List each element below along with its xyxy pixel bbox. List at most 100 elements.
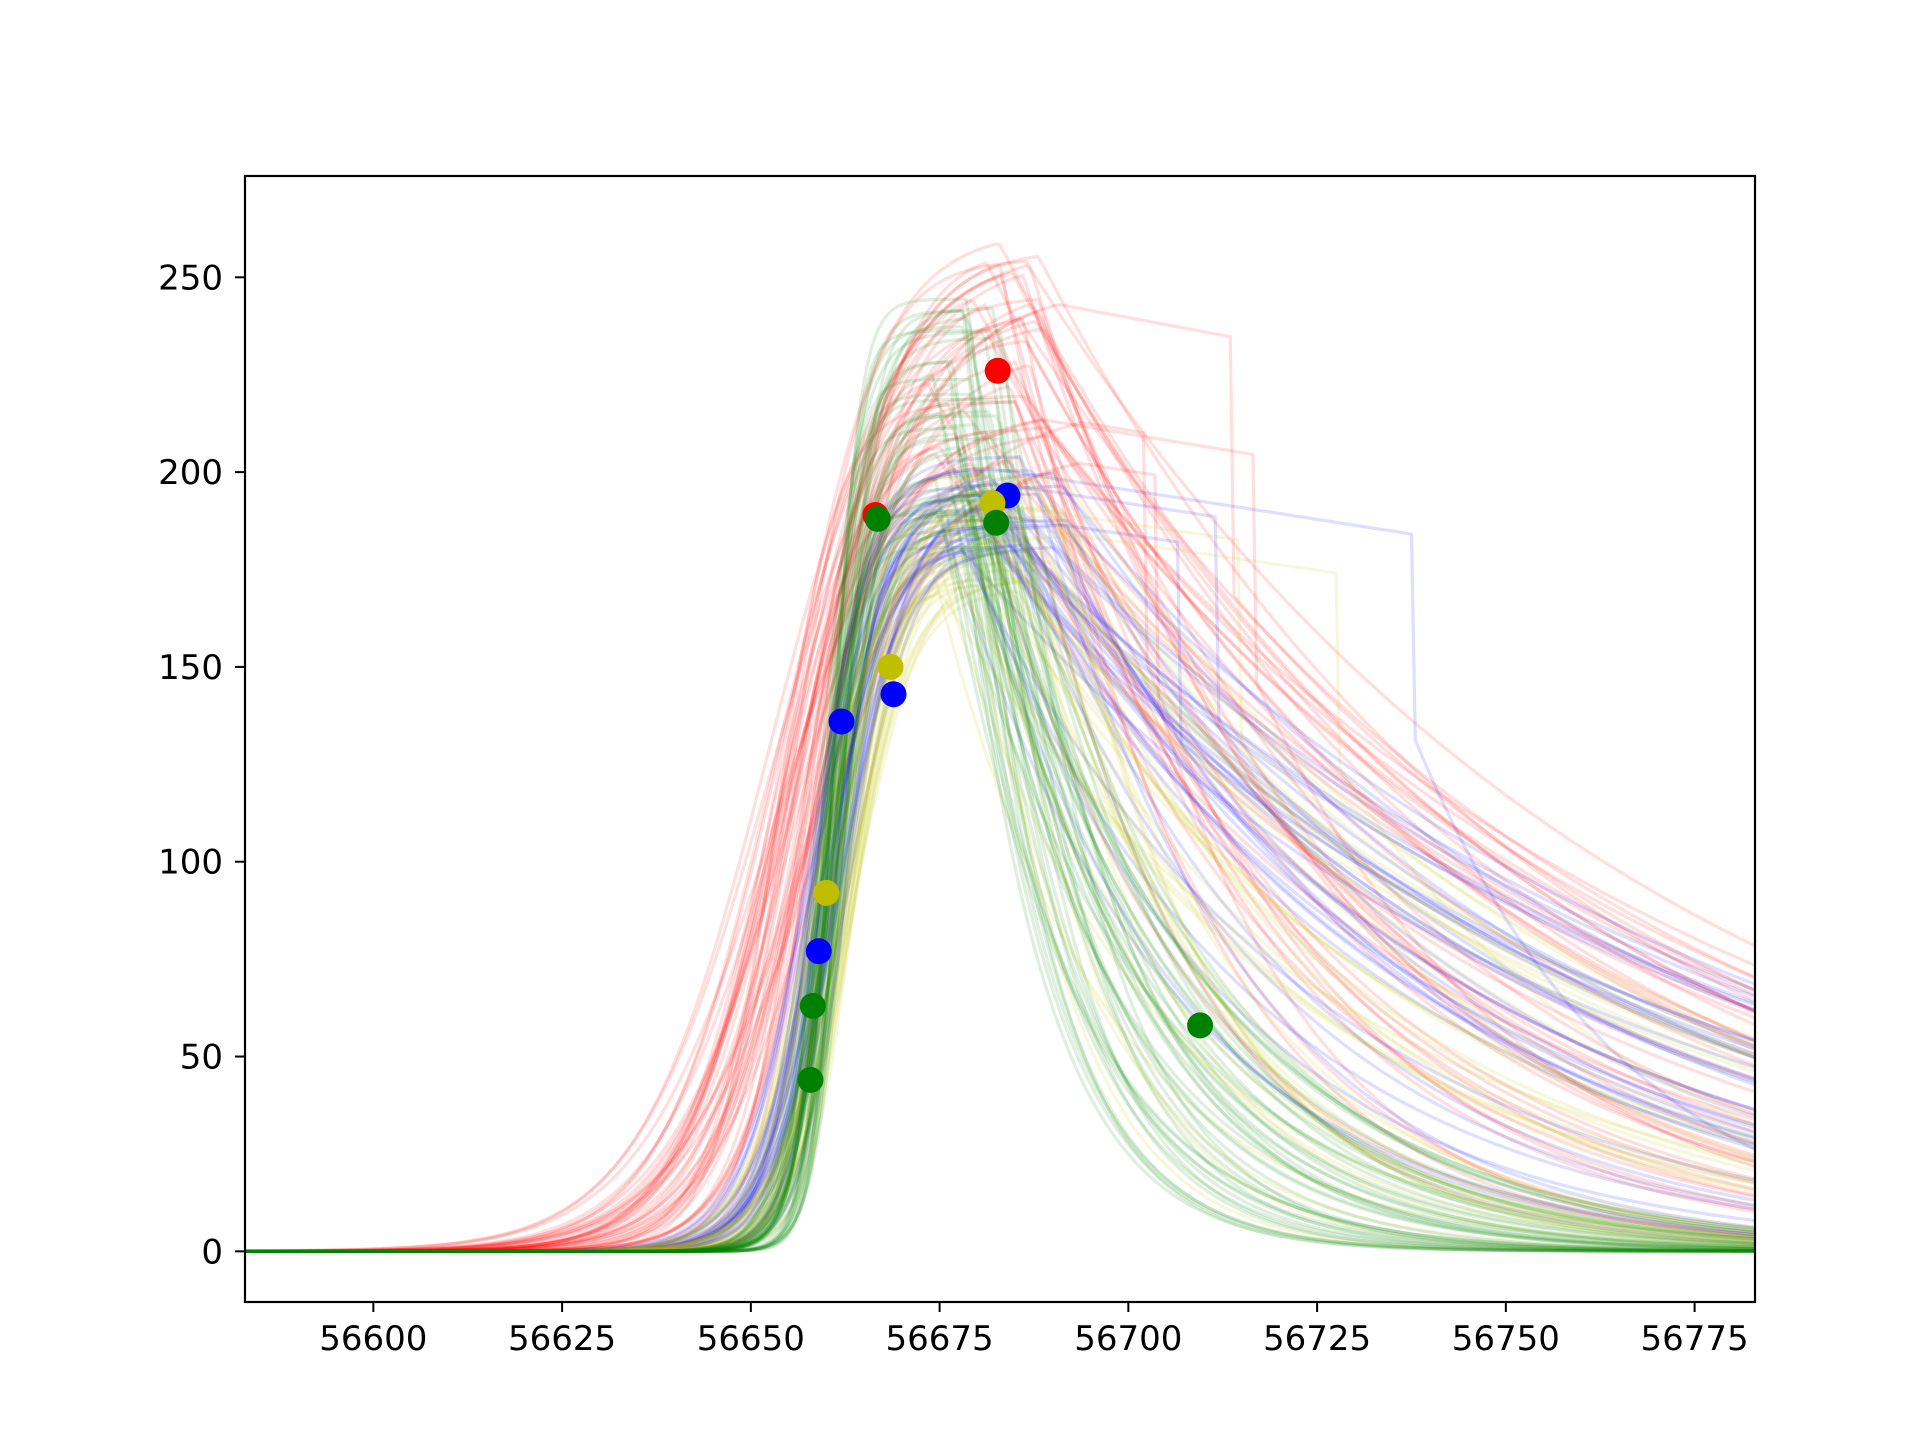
model-curve-series-4 [245,426,1755,1253]
model-curve-series-1 [245,327,1755,1253]
model-curve-series-4 [245,410,1755,1253]
data-point-g [864,505,891,532]
y-tick-label: 200 [158,453,223,493]
model-curve-series-4 [245,493,1755,1253]
model-curve-series-1 [245,408,1755,1253]
model-curve-series-3 [245,532,1755,1253]
model-curve-series-1 [245,261,1755,1253]
model-curve-series-1 [245,317,1755,1253]
model-curve-series-3 [245,514,1755,1253]
model-curve-series-2 [245,546,1755,1253]
model-curve-series-4 [245,309,1755,1253]
data-point-b [805,938,832,965]
model-curve-series-4 [245,382,1755,1253]
model-curve-series-4 [245,414,1755,1253]
y-tick-label: 250 [158,258,223,298]
model-curve-series-4 [245,509,1755,1253]
model-curve-series-1 [245,303,1755,1253]
x-tick-label: 56750 [1452,1319,1560,1359]
model-curve-series-3 [245,538,1755,1253]
x-tick-label: 56775 [1641,1319,1749,1359]
model-curve-series-4 [245,529,1755,1253]
model-curve-series-4 [245,511,1755,1253]
model-curve-series-4 [245,373,1755,1253]
model-curve-series-2 [245,497,1755,1253]
model-curve-series-3 [245,552,1755,1253]
model-curve-series-1 [245,453,1755,1253]
model-curve-series-4 [245,545,1755,1253]
model-curve-series-3 [245,556,1755,1253]
model-curve-series-3 [245,556,1755,1253]
model-curve-series-2 [245,469,1755,1253]
y-tick-label: 50 [180,1038,223,1078]
model-curve-series-4 [245,306,1755,1253]
model-curve-series-2 [245,532,1755,1253]
data-point-b [880,681,907,708]
data-point-y [979,490,1006,517]
model-curve-series-4 [245,397,1755,1253]
model-curve-series-3 [245,566,1755,1253]
model-curve-series-4 [245,487,1755,1253]
model-curve-series-3 [245,575,1755,1253]
model-curve-series-3 [245,515,1755,1253]
model-curve-series-3 [245,475,1755,1253]
model-curve-series-1 [245,394,1755,1253]
model-curve-series-4 [245,330,1755,1253]
model-curve-series-1 [245,455,1755,1253]
model-curve-series-1 [245,264,1755,1253]
model-curve-series-3 [245,590,1755,1253]
y-axis: 0 50 100 150 200 250 [158,258,245,1272]
data-point-b [828,708,855,735]
model-curve-series-3 [245,579,1755,1253]
model-curve-series-4 [245,547,1755,1253]
model-curve-series-4 [245,437,1755,1253]
model-curve-series-4 [245,532,1755,1253]
model-curve-series-1 [245,400,1755,1253]
data-point-g [1187,1012,1214,1039]
model-curve-series-3 [245,568,1755,1253]
model-curve-series-3 [245,551,1755,1253]
model-curve-series-1 [245,320,1755,1253]
model-curve-series-2 [245,549,1755,1253]
model-curve-series-1 [245,263,1755,1253]
model-curve-series-3 [245,592,1755,1253]
model-curve-series-4 [245,512,1755,1253]
model-curve-series-3 [245,569,1755,1253]
model-curve-series-3 [245,550,1755,1253]
model-curve-series-4 [245,493,1755,1253]
observation-points [797,357,1214,1093]
model-curve-series-4 [245,329,1755,1253]
data-point-g [799,992,826,1019]
y-tick-label: 0 [201,1232,223,1272]
model-curve-series-1 [245,303,1755,1253]
model-curve-series-3 [245,551,1755,1253]
x-tick-label: 56725 [1263,1319,1371,1359]
model-curve-series-3 [245,589,1755,1253]
model-curve-series-4 [245,498,1755,1253]
model-curve-series-1 [245,242,1755,1253]
model-curve-series-4 [245,524,1755,1253]
x-axis: 56600 56625 56650 56675 56700 56725 56750 56775 [319,1302,1749,1359]
model-curve-series-4 [245,360,1755,1253]
model-curve-series-4 [245,359,1755,1253]
y-tick-label: 100 [158,843,223,883]
model-curve-series-4 [245,309,1755,1253]
model-curve-series-2 [245,547,1755,1253]
model-curve-series-4 [245,432,1755,1253]
model-curve-series-1 [245,400,1755,1253]
model-curve-series-3 [245,475,1755,1253]
model-curve-series-2 [245,542,1755,1253]
model-curve-series-1 [245,274,1755,1253]
model-curve-series-4 [245,325,1755,1253]
model-curve-series-1 [245,339,1755,1253]
model-curve-series-1 [245,384,1755,1253]
plot-frame [243,174,1757,1304]
y-tick-label: 150 [158,648,223,688]
model-curve-series-3 [245,535,1755,1253]
data-point-g [797,1066,824,1093]
model-curve-series-2 [245,467,1755,1253]
model-curve-series-2 [245,455,1755,1253]
model-curve-series-1 [245,460,1755,1253]
